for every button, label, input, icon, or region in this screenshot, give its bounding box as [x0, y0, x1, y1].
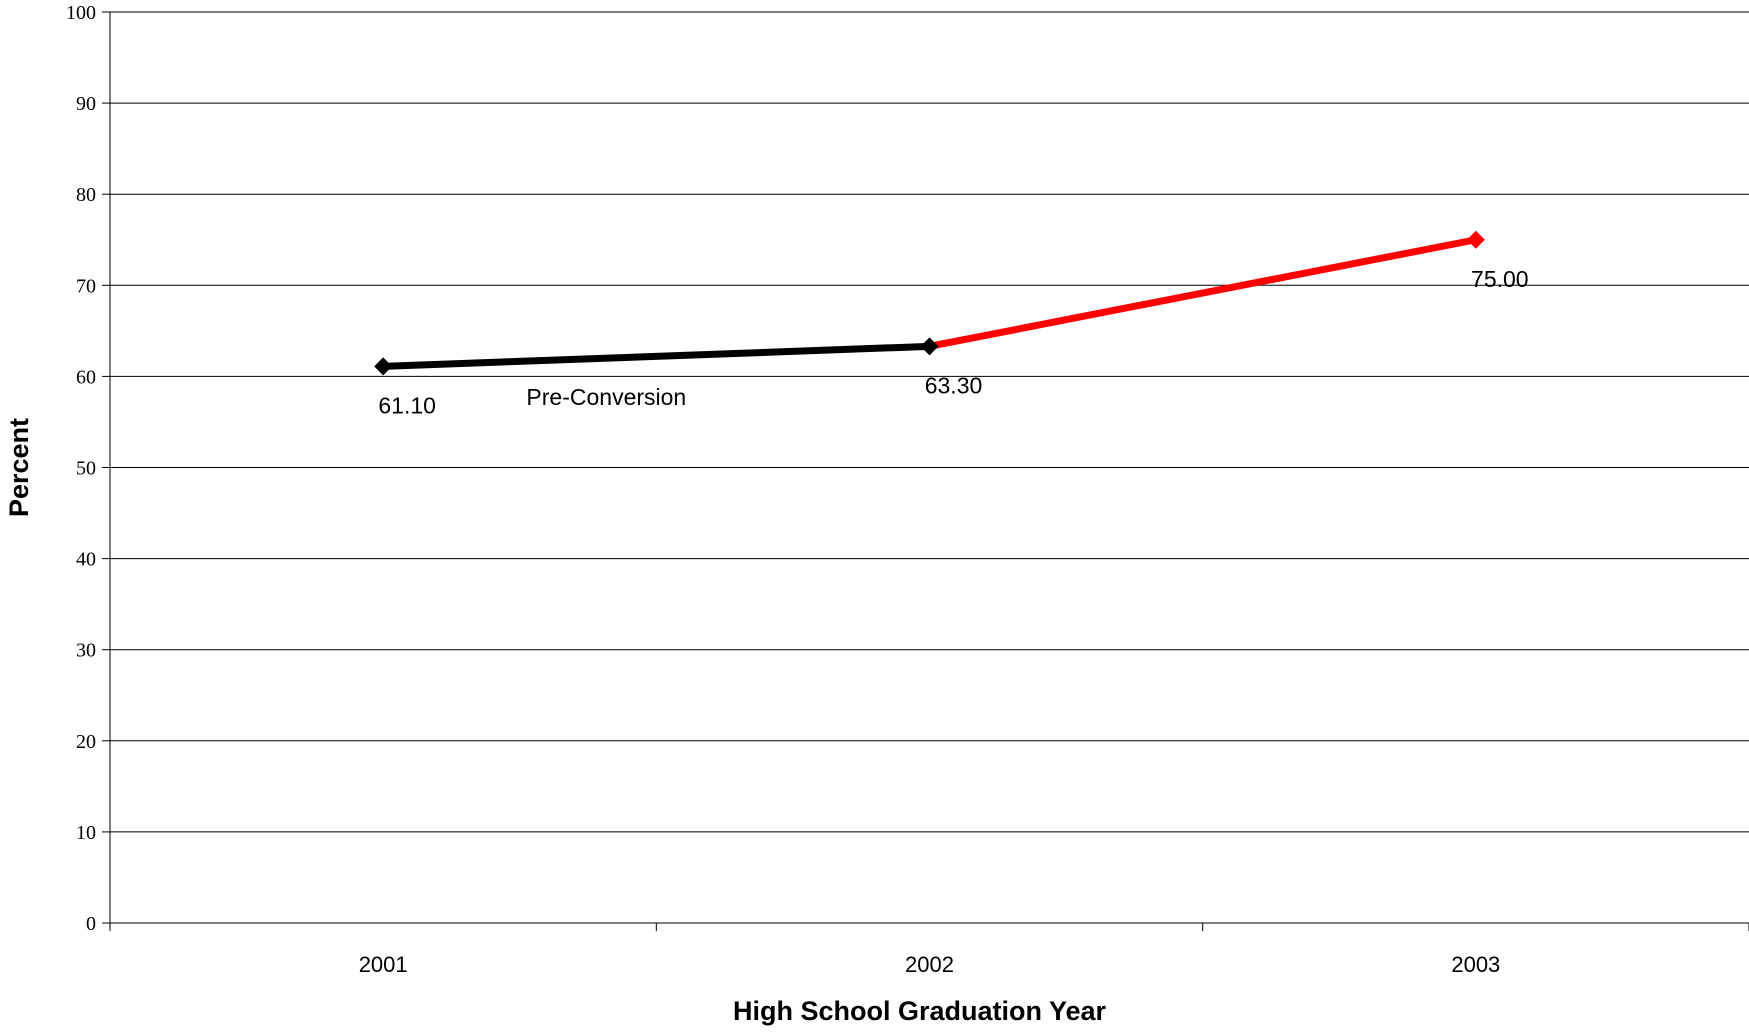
x-tick-label: 2002	[905, 952, 954, 977]
data-point-marker	[920, 337, 939, 356]
y-tick-label: 30	[76, 640, 96, 662]
y-tick-label: 50	[76, 458, 96, 480]
data-label: 63.30	[925, 372, 983, 398]
series	[374, 230, 1485, 376]
y-tick-label: 40	[76, 549, 96, 571]
gridlines	[110, 11, 1749, 833]
y-axis-title: Percent	[4, 418, 34, 517]
series-line-segment	[383, 342, 930, 370]
y-tick-label: 10	[76, 822, 96, 844]
y-tick-label: 60	[76, 366, 96, 388]
data-point-marker	[374, 357, 393, 376]
x-tick-label: 2001	[359, 952, 408, 977]
data-point-marker	[1466, 230, 1485, 249]
y-tick-label: 90	[76, 93, 96, 115]
annotation-label: Pre-Conversion	[526, 384, 686, 410]
y-tick-label: 0	[86, 913, 96, 935]
series-line-segment	[928, 236, 1477, 350]
data-label: 75.00	[1471, 266, 1529, 292]
x-tick-label: 2003	[1451, 952, 1500, 977]
y-tick-label: 80	[76, 184, 96, 206]
axes: 0 10 20 30 40 50 60 70 80 90 100 2001 2002 2003	[66, 2, 1749, 977]
labels: 61.10 63.30 75.00 Pre-Conversion	[378, 266, 1528, 419]
y-tick-label: 100	[66, 2, 96, 24]
y-tick-label: 70	[76, 275, 96, 297]
y-tick-label: 20	[76, 731, 96, 753]
data-label: 61.10	[378, 392, 436, 418]
x-axis-title: High School Graduation Year	[733, 996, 1107, 1026]
